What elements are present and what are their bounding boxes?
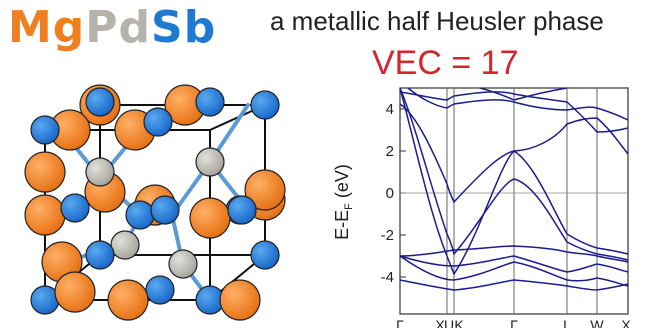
sb-atoms-front	[30, 107, 257, 315]
y-axis-label: E-EF (eV)	[332, 164, 355, 240]
band-5	[399, 87, 629, 276]
high-symmetry-lines	[446, 88, 598, 314]
kpoint-gamma-1: Γ	[396, 317, 404, 328]
compound-formula: MgPdSb	[8, 2, 216, 54]
band-8	[407, 87, 629, 121]
ytick-neg2: -2	[381, 227, 394, 244]
formula-sb: Sb	[151, 2, 217, 53]
band-3	[399, 255, 629, 287]
kpoint-u: U	[444, 317, 454, 328]
band-6	[399, 103, 629, 204]
ylabel-sub: F	[343, 203, 355, 210]
kpoint-w: W	[590, 317, 604, 328]
kpoint-l: L	[563, 317, 571, 328]
kpoint-gamma-2: Γ	[510, 317, 518, 328]
ytick-neg4: -4	[381, 269, 394, 286]
crystal-structure-illustration	[24, 84, 286, 321]
kpoint-x-1: X	[435, 317, 445, 328]
bands	[399, 87, 629, 291]
ylabel-main: E-E	[332, 210, 352, 240]
formula-pd: Pd	[85, 2, 152, 53]
band-4	[399, 87, 629, 261]
svg-text:E-EF (eV): E-EF (eV)	[332, 164, 355, 240]
ytick-0: 0	[386, 185, 394, 202]
pd-atoms	[85, 147, 225, 279]
kpoint-k: K	[454, 317, 464, 328]
band-1	[399, 245, 629, 263]
k-point-labels: Γ X U K Γ L W X	[396, 317, 631, 328]
band-structure-plot: E-EF (eV) 4 2 0 -2 -4	[332, 87, 631, 328]
mg-atoms-front	[24, 151, 261, 321]
y-tick-labels: 4 2 0 -2 -4	[381, 101, 394, 286]
band-7	[399, 91, 629, 133]
vec-label: VEC = 17	[372, 44, 519, 82]
ytick-2: 2	[386, 143, 394, 160]
ytick-4: 4	[386, 101, 394, 118]
band-10	[399, 279, 629, 291]
ylabel-unit: (eV)	[332, 164, 352, 203]
kpoint-x-2: X	[621, 317, 631, 328]
formula-mg: Mg	[8, 2, 86, 53]
subtitle: a metallic half Heusler phase	[270, 6, 604, 36]
band-9	[479, 87, 568, 101]
